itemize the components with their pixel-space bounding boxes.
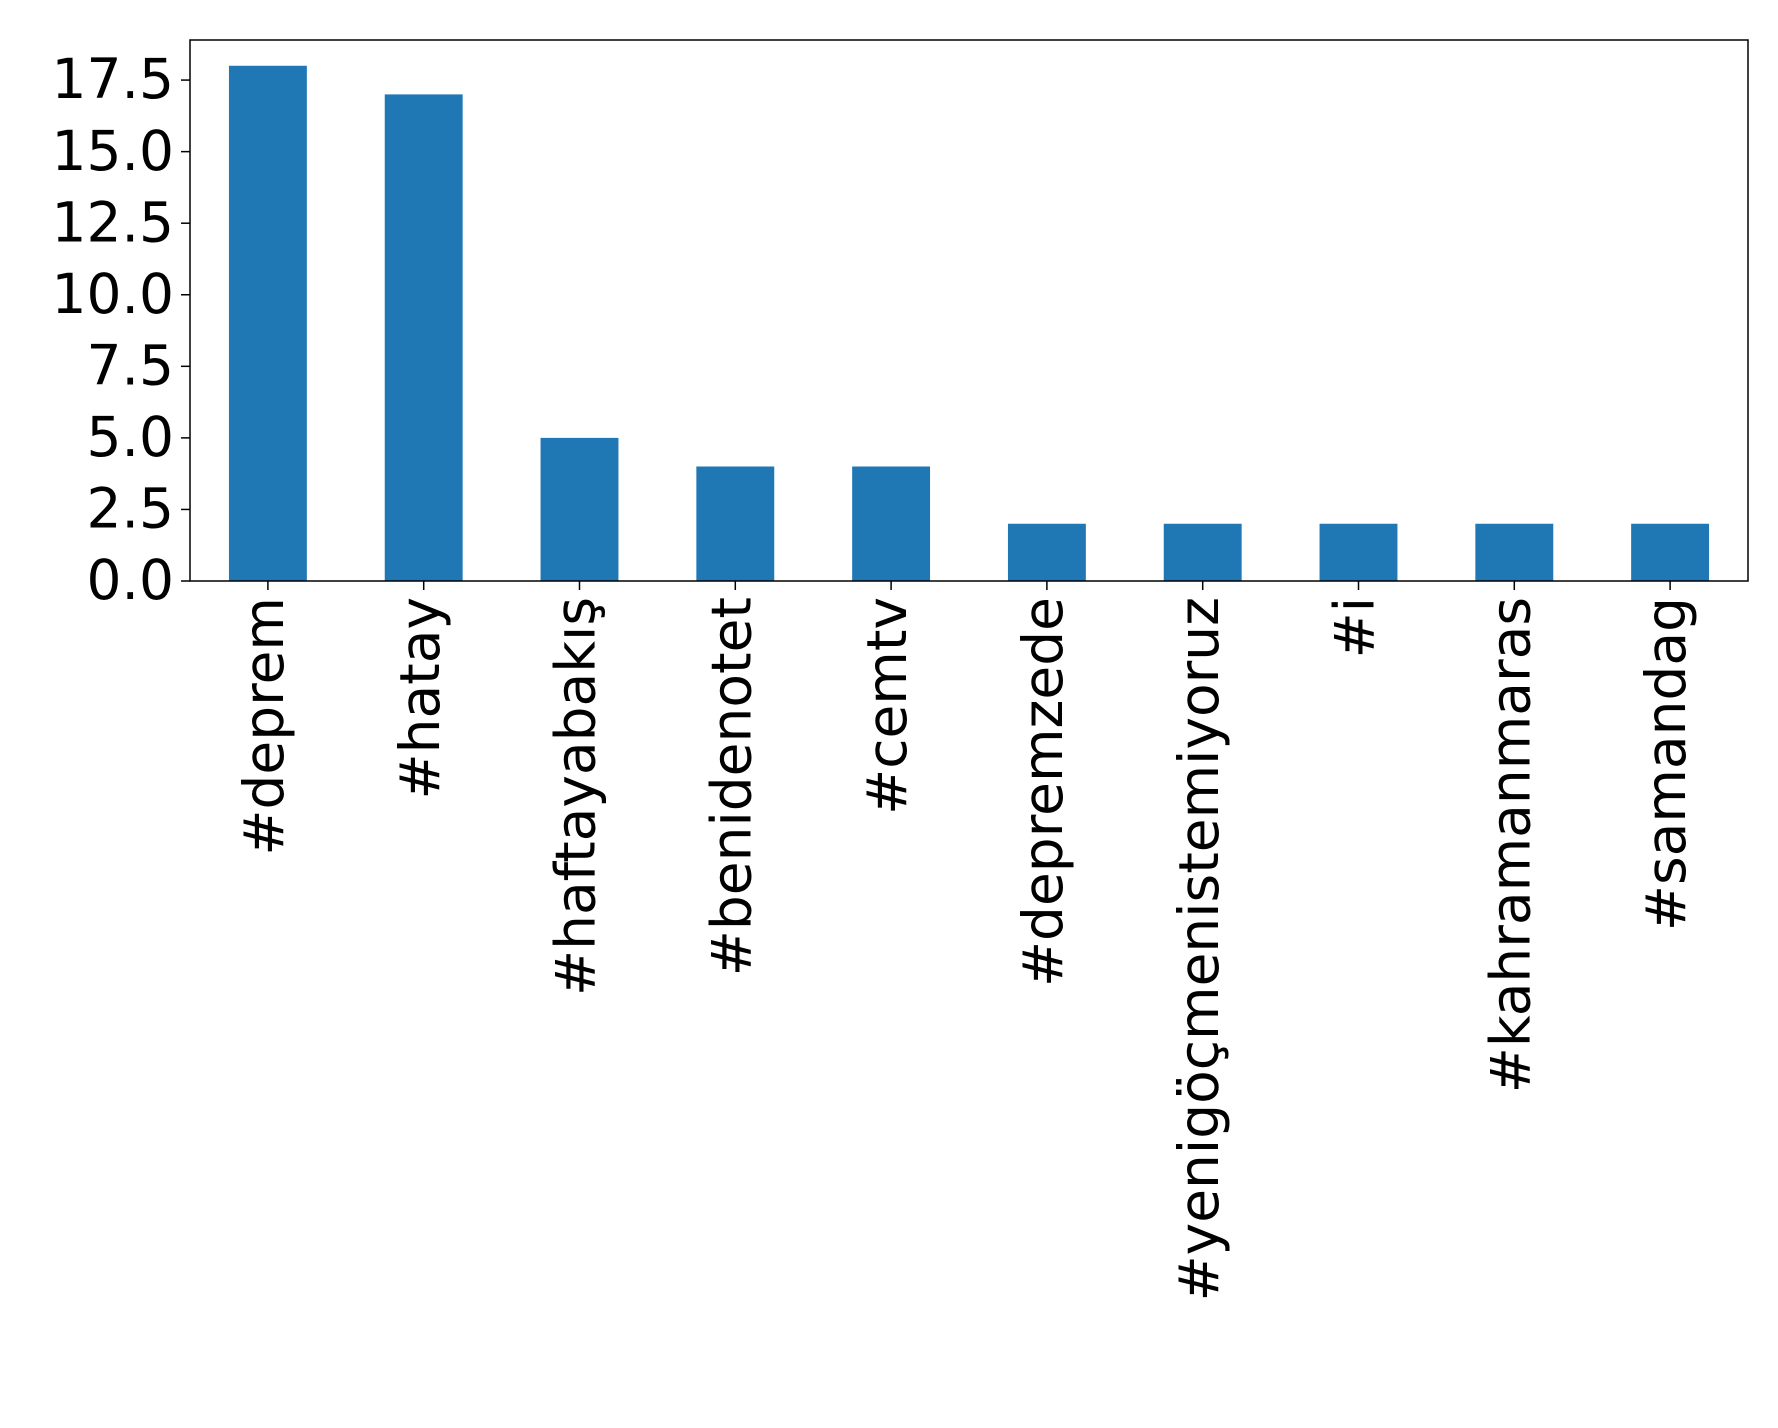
x-tick-label: #deprem <box>232 597 296 856</box>
x-tick-label: #kahramanmaras <box>1478 597 1542 1093</box>
y-tick-label: 7.5 <box>87 333 174 397</box>
x-tick-label: #cemtv <box>855 597 919 815</box>
bar <box>1319 523 1398 581</box>
x-tick-label: #benidenotet <box>699 597 763 976</box>
bar <box>1475 523 1554 581</box>
y-tick-label: 5.0 <box>87 405 174 469</box>
y-tick-label: 12.5 <box>52 190 174 254</box>
x-tick-label: #depremzede <box>1011 597 1075 987</box>
x-tick-label: #haftayabakış <box>544 597 608 996</box>
bar <box>384 94 463 582</box>
bar <box>228 65 307 581</box>
bar <box>1163 523 1242 581</box>
bar <box>1007 523 1086 581</box>
bar <box>852 466 931 581</box>
bar <box>540 437 619 581</box>
x-tick-label: #yenigöçmenistemiyoruz <box>1167 597 1231 1301</box>
y-tick-label: 10.0 <box>52 262 174 326</box>
y-tick-label: 2.5 <box>87 477 174 541</box>
y-tick-label: 15.0 <box>52 119 174 183</box>
bar <box>696 466 775 581</box>
y-tick-label: 0.0 <box>87 548 174 612</box>
x-tick-label: #i <box>1323 597 1387 658</box>
x-tick-label: #samandag <box>1634 597 1698 931</box>
bar <box>1631 523 1710 581</box>
y-tick-label: 17.5 <box>52 47 174 111</box>
x-tick-label: #hatay <box>388 597 452 799</box>
plot-frame <box>189 39 1749 582</box>
